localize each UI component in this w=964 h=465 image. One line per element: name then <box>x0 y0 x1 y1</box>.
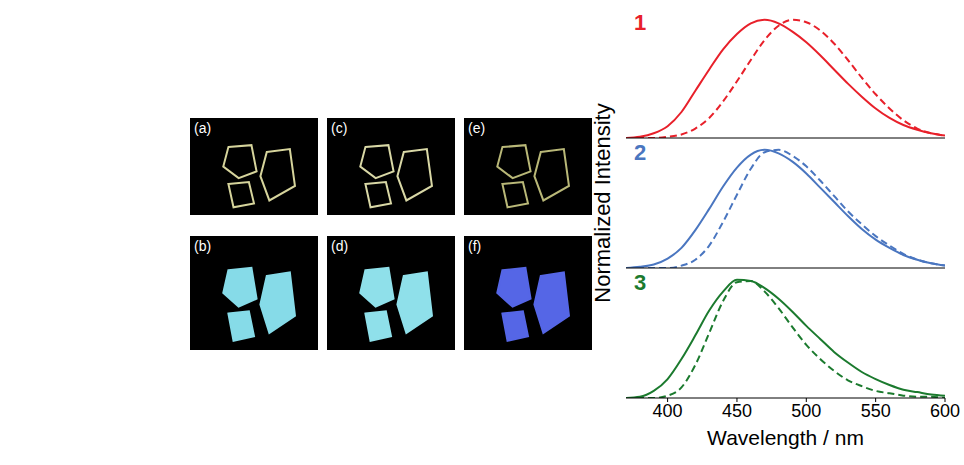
svg-text:550: 550 <box>861 401 891 421</box>
svg-text:500: 500 <box>791 401 821 421</box>
html-text:(c): (c) <box>331 120 348 136</box>
svg-text:600: 600 <box>930 401 960 421</box>
html-text:(e): (e) <box>468 120 486 136</box>
html-text:3: 3 <box>634 270 647 295</box>
html-text:(f): (f) <box>468 238 482 254</box>
html-text:(a): (a) <box>194 120 212 136</box>
svg-text:450: 450 <box>722 401 752 421</box>
html-text:1: 1 <box>634 10 647 35</box>
html-text:(d): (d) <box>331 238 349 254</box>
html-text:2: 2 <box>634 140 647 165</box>
html-text:Normalized Intensity: Normalized Intensity <box>590 103 615 303</box>
html-text:Wavelength / nm: Wavelength / nm <box>707 426 864 449</box>
html-text:(b): (b) <box>194 238 212 254</box>
svg-text:400: 400 <box>653 401 683 421</box>
